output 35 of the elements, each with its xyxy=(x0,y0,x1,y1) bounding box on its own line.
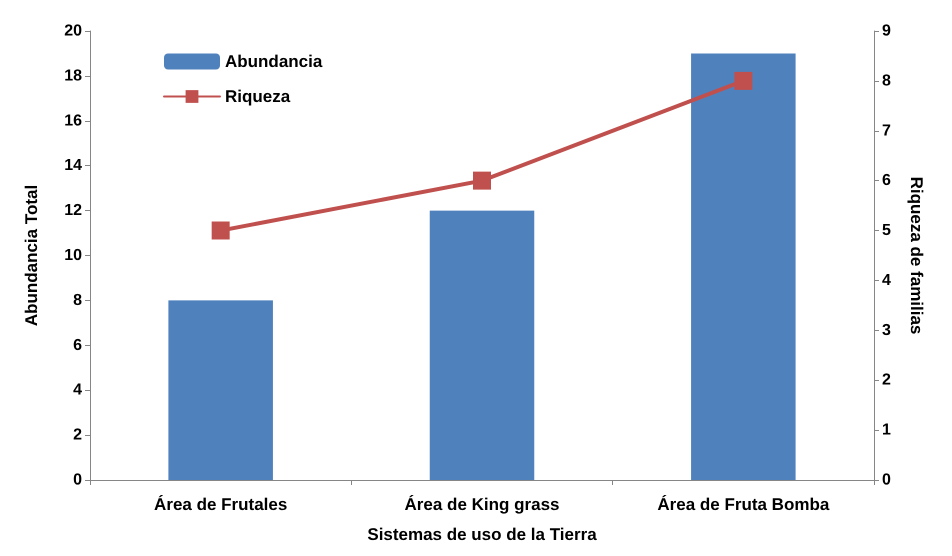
y2-tick-label: 5 xyxy=(882,222,891,240)
legend-label: Riqueza xyxy=(225,87,291,106)
bar xyxy=(168,300,273,480)
point xyxy=(212,222,230,240)
x-tick-label: Área de King grass xyxy=(404,494,560,514)
y-tick-label: 12 xyxy=(64,202,82,220)
y-tick-label: 2 xyxy=(73,426,82,444)
y2-tick-label: 0 xyxy=(882,472,891,488)
bar xyxy=(430,210,534,480)
legend-label: Abundancia xyxy=(225,52,323,71)
y2-axis-title: Riqueza de familias xyxy=(907,176,926,334)
y-tick-label: 20 xyxy=(64,22,82,40)
y-tick-label: 6 xyxy=(73,336,82,354)
y2-tick-label: 2 xyxy=(882,372,891,389)
y-tick-label: 0 xyxy=(73,472,82,488)
y-tick-label: 4 xyxy=(73,382,82,399)
y-tick-label: 8 xyxy=(73,292,82,309)
y2-tick-label: 6 xyxy=(882,172,891,190)
y2-tick-label: 3 xyxy=(882,322,891,339)
x-axis-title: Sistemas de uso de la Tierra xyxy=(367,525,598,544)
bar xyxy=(691,53,796,480)
y-tick-label: 16 xyxy=(64,112,82,130)
x-tick-label: Área de Fruta Bomba xyxy=(657,494,830,514)
point xyxy=(473,172,491,190)
y2-tick-label: 7 xyxy=(882,122,891,140)
x-tick-label: Área de Frutales xyxy=(154,494,288,514)
y2-tick-label: 1 xyxy=(882,422,891,439)
y-tick-label: 10 xyxy=(64,247,82,264)
y-axis-title: Abundancia Total xyxy=(22,184,41,326)
y-tick-label: 18 xyxy=(64,67,82,84)
y2-tick-label: 9 xyxy=(882,22,891,40)
point xyxy=(734,72,752,90)
y2-tick-label: 8 xyxy=(882,72,891,90)
y-tick-label: 14 xyxy=(64,157,82,174)
y2-tick-label: 4 xyxy=(882,272,891,289)
